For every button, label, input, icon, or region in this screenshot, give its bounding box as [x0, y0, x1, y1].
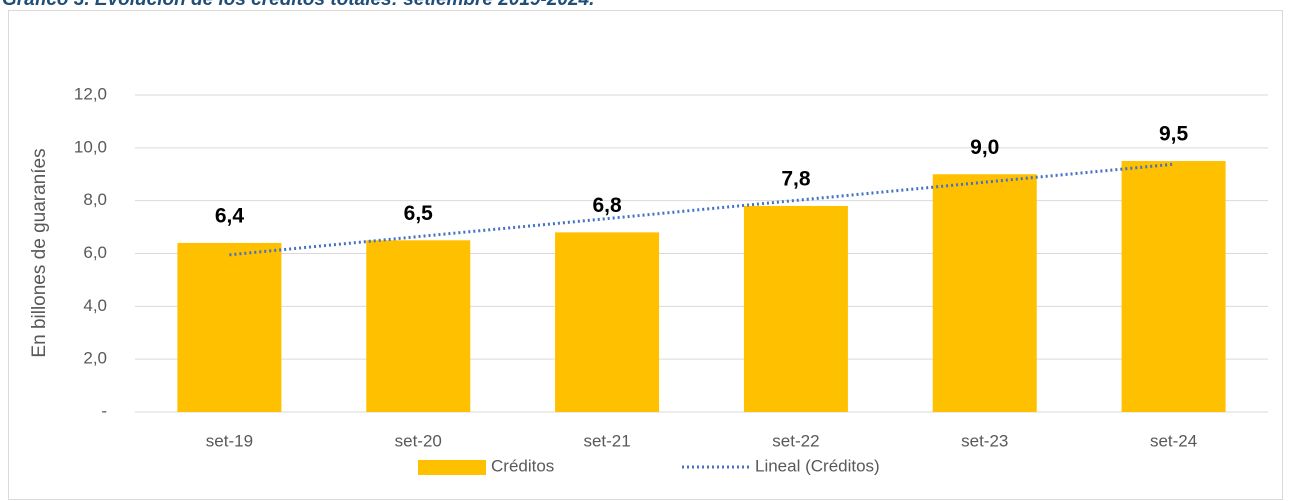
- y-axis-label: En billones de guaraníes: [29, 148, 50, 357]
- bar: [932, 174, 1037, 412]
- y-tick-label: 10,0: [74, 137, 107, 156]
- legend-swatch: [418, 460, 486, 475]
- y-tick-label: -: [101, 401, 107, 420]
- y-tick-label: 2,0: [83, 349, 107, 368]
- data-label: 9,0: [970, 136, 999, 159]
- legend-label: Lineal (Créditos): [755, 456, 880, 475]
- bar: [555, 232, 660, 412]
- data-label: 7,8: [781, 167, 811, 190]
- legend-label: Créditos: [491, 456, 554, 475]
- y-tick-label: 12,0: [74, 84, 107, 103]
- x-tick-label: set-23: [961, 431, 1008, 450]
- data-label: 6,4: [215, 204, 245, 227]
- y-tick-label: 4,0: [83, 296, 107, 315]
- bar: [743, 205, 848, 412]
- bar: [1121, 161, 1226, 412]
- data-label: 6,5: [404, 202, 434, 225]
- data-label: 9,5: [1159, 123, 1189, 146]
- chart-frame: [8, 10, 1283, 500]
- x-tick-label: set-21: [583, 431, 630, 450]
- bar: [177, 242, 282, 412]
- data-label: 6,8: [592, 194, 622, 217]
- x-tick-label: set-22: [772, 431, 819, 450]
- x-tick-label: set-24: [1150, 431, 1197, 450]
- trend-line: [229, 162, 1174, 257]
- x-tick-label: set-20: [395, 431, 442, 450]
- chart-title: Gráfico 3. Evolución de los créditos tot…: [2, 0, 594, 10]
- y-tick-label: 8,0: [83, 190, 107, 209]
- y-tick-label: 6,0: [83, 243, 107, 262]
- x-tick-label: set-19: [206, 431, 253, 450]
- bar: [366, 240, 471, 412]
